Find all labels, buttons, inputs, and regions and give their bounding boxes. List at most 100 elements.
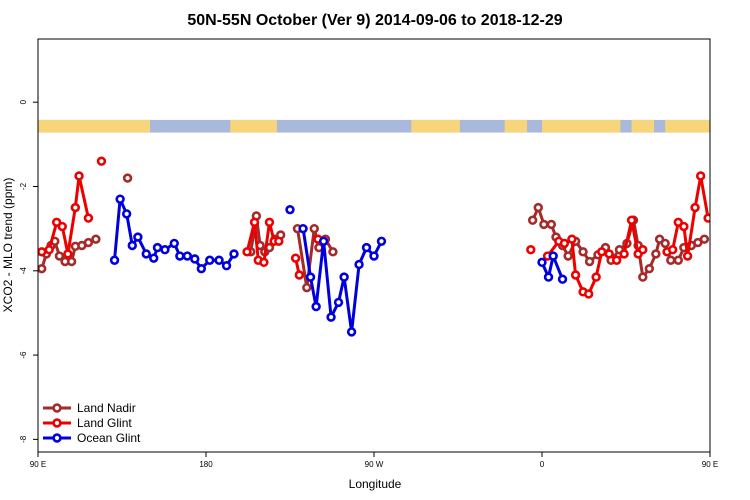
data-point-ocean-glint (738, 210, 745, 217)
data-point-ocean-glint (169, 238, 179, 249)
data-point-land-glint (74, 171, 84, 181)
data-point-land-nadir (309, 223, 319, 234)
data-point-ocean-glint (746, 242, 750, 249)
legend-item-land-glint: Land Glint (43, 416, 132, 430)
data-point-ocean-glint (205, 255, 215, 265)
data-point-ocean-glint (221, 261, 232, 271)
data-point-ocean-glint (182, 251, 193, 261)
data-point-land-glint (274, 236, 284, 246)
data-point-land-glint (63, 249, 73, 259)
x-axis-label: Longitude (349, 477, 402, 491)
y-tick-label: -2 (19, 182, 28, 190)
data-point-land-glint (619, 249, 629, 259)
data-point-land-glint (96, 156, 107, 166)
data-point-land-nadir (122, 173, 133, 183)
data-point-ocean-glint (548, 251, 558, 261)
data-point-ocean-glint (175, 251, 185, 261)
data-point-ocean-glint (196, 263, 207, 274)
data-point-land-glint (604, 249, 614, 259)
land-mask-segment (504, 119, 528, 133)
data-point-land-glint (638, 245, 648, 255)
legend-marker (52, 403, 62, 413)
data-point-ocean-glint (354, 259, 364, 270)
x-tick-label: 90 E (30, 460, 46, 469)
data-point-ocean-glint (214, 255, 224, 265)
data-point-land-nadir (66, 256, 77, 267)
data-point-land-nadir (539, 219, 549, 230)
data-point-land-glint (720, 158, 727, 165)
data-point-land-glint (264, 217, 275, 228)
legend-marker (52, 433, 62, 443)
data-point-land-glint (242, 247, 252, 257)
data-point-ocean-glint (537, 257, 547, 268)
data-point-land-glint (611, 255, 622, 265)
data-point-ocean-glint (229, 249, 239, 259)
data-point-land-nadir (644, 263, 655, 274)
data-point-land-glint (626, 215, 637, 225)
x-tick-label: 0 (540, 460, 545, 469)
data-point-land-glint (667, 245, 678, 255)
data-point-ocean-glint (543, 272, 554, 282)
data-point-ocean-glint (333, 297, 344, 308)
data-point-land-nadir (38, 263, 47, 274)
data-point-land-glint (690, 202, 700, 213)
legend-item-land-nadir: Land Nadir (43, 401, 136, 415)
data-point-ocean-glint (318, 236, 329, 246)
data-point-land-glint (703, 213, 710, 223)
data-point-ocean-glint (152, 242, 163, 253)
land-mask-segment (230, 119, 277, 133)
data-point-land-glint (682, 251, 693, 261)
data-point-land-nadir (578, 247, 588, 257)
data-point-ocean-glint (723, 257, 730, 264)
legend-item-ocean-glint: Ocean Glint (43, 431, 141, 445)
y-tick-label: -6 (19, 351, 28, 359)
data-point-land-nadir (328, 247, 338, 257)
data-point-ocean-glint (141, 249, 151, 259)
data-point-land-nadir (91, 234, 101, 244)
series-ocean-glint (109, 194, 750, 337)
data-point-land-nadir (666, 255, 676, 265)
data-point-land-glint (597, 247, 607, 257)
data-point-land-glint (44, 245, 54, 255)
data-point-land-nadir (83, 237, 94, 248)
data-point-land-nadir (673, 255, 683, 265)
series-line-land-glint (41, 174, 90, 256)
data-point-ocean-glint (190, 254, 200, 264)
land-mask-segment (631, 119, 654, 133)
series-land-glint (38, 156, 727, 299)
data-point-land-glint (57, 221, 67, 232)
axes: 90 E 180 90 W 0 90 E 0 -2 -4 -6 -8 (19, 99, 718, 469)
land-mask-segment (0, 120, 1, 133)
data-point-ocean-glint (121, 209, 132, 219)
data-point-ocean-glint (149, 253, 159, 263)
data-point-land-glint (679, 221, 689, 232)
data-point-ocean-glint (109, 255, 120, 265)
data-point-ocean-glint (127, 240, 137, 251)
land-mask-segment (542, 119, 621, 133)
data-point-ocean-glint (376, 236, 387, 246)
data-point-land-nadir (699, 234, 710, 244)
land-mask-segment (411, 119, 460, 133)
data-point-land-glint (83, 213, 94, 223)
y-tick-label: -8 (19, 435, 28, 443)
legend-label: Land Nadir (77, 401, 136, 415)
data-point-land-glint (249, 217, 260, 228)
data-point-land-nadir (533, 202, 543, 213)
data-point-land-glint (38, 247, 47, 257)
plot-area (0, 119, 750, 337)
data-point-ocean-glint (361, 242, 372, 253)
data-point-land-nadir (527, 215, 538, 225)
data-point-land-nadir (54, 251, 65, 261)
legend-label: Land Glint (77, 416, 132, 430)
x-tick-label: 90 W (365, 460, 384, 469)
data-point-ocean-glint (160, 245, 170, 255)
data-point-land-glint (70, 202, 81, 213)
x-tick-label: 180 (199, 460, 213, 469)
data-point-land-glint (294, 270, 305, 280)
data-point-land-glint (591, 272, 601, 282)
y-tick-label: -4 (19, 267, 28, 275)
data-point-ocean-glint (346, 327, 357, 337)
data-point-land-nadir (302, 282, 312, 293)
data-point-ocean-glint (133, 232, 143, 242)
data-point-land-glint (695, 171, 706, 181)
